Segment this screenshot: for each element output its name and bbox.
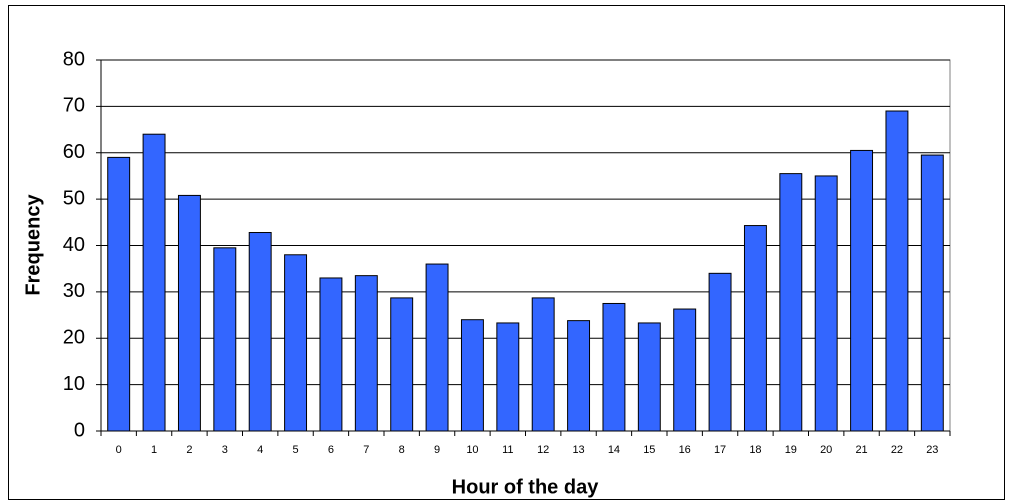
- bar: [814, 175, 838, 432]
- x-tick-label: 8: [399, 444, 405, 456]
- x-tick-label: 7: [363, 444, 369, 456]
- bar: [673, 308, 697, 432]
- bar: [248, 232, 272, 432]
- bar: [142, 133, 166, 432]
- bar: [425, 263, 449, 432]
- x-tick-label: 0: [116, 444, 122, 456]
- bar: [319, 277, 343, 432]
- y-tick-label: 10: [63, 373, 85, 395]
- x-tick-label: 13: [572, 444, 584, 456]
- x-tick-label: 2: [186, 444, 192, 456]
- bar: [496, 322, 520, 432]
- bar: [390, 297, 414, 432]
- bar: [284, 254, 308, 432]
- x-tick-label: 12: [537, 444, 549, 456]
- bar: [920, 154, 944, 432]
- x-tick-label: 4: [257, 444, 263, 456]
- x-tick-label: 19: [785, 444, 797, 456]
- bar: [213, 247, 237, 432]
- bar: [850, 149, 874, 432]
- x-tick-label: 3: [222, 444, 228, 456]
- bar: [743, 225, 767, 432]
- x-tick-label: 1: [151, 444, 157, 456]
- bar: [460, 319, 484, 432]
- x-tick-label: 20: [820, 444, 832, 456]
- x-tick-label: 5: [293, 444, 299, 456]
- x-tick-label: 10: [466, 444, 478, 456]
- x-tick-label: 16: [679, 444, 691, 456]
- x-tick-label: 18: [749, 444, 761, 456]
- y-tick-label: 0: [74, 419, 85, 441]
- x-tick-label: 6: [328, 444, 334, 456]
- x-tick-label: 15: [643, 444, 655, 456]
- x-tick-label: 14: [608, 444, 620, 456]
- y-tick-label: 60: [63, 141, 85, 163]
- x-tick-label: 11: [502, 444, 513, 456]
- bar: [177, 194, 201, 432]
- y-tick-label: 50: [63, 187, 85, 209]
- x-tick-label: 22: [891, 444, 903, 456]
- bar: [531, 297, 555, 432]
- y-tick-label: 40: [63, 234, 85, 256]
- y-tick-label: 20: [63, 327, 85, 349]
- bar: [637, 322, 661, 432]
- bar: [779, 173, 803, 432]
- x-tick-label: 17: [714, 444, 726, 456]
- y-tick-label: 80: [63, 48, 85, 70]
- bar: [602, 302, 626, 432]
- x-tick-label: 21: [855, 444, 867, 456]
- y-tick-label: 70: [63, 95, 85, 117]
- bar: [708, 272, 732, 432]
- bar: [354, 275, 378, 432]
- x-tick-label: 9: [434, 444, 440, 456]
- y-tick-label: 30: [63, 280, 85, 302]
- x-axis-label: Hour of the day: [452, 476, 600, 498]
- y-axis-label: Frequency: [22, 194, 44, 296]
- bar: [885, 110, 909, 432]
- bar: [567, 320, 591, 432]
- bar: [107, 156, 131, 432]
- x-tick-label: 23: [926, 444, 938, 456]
